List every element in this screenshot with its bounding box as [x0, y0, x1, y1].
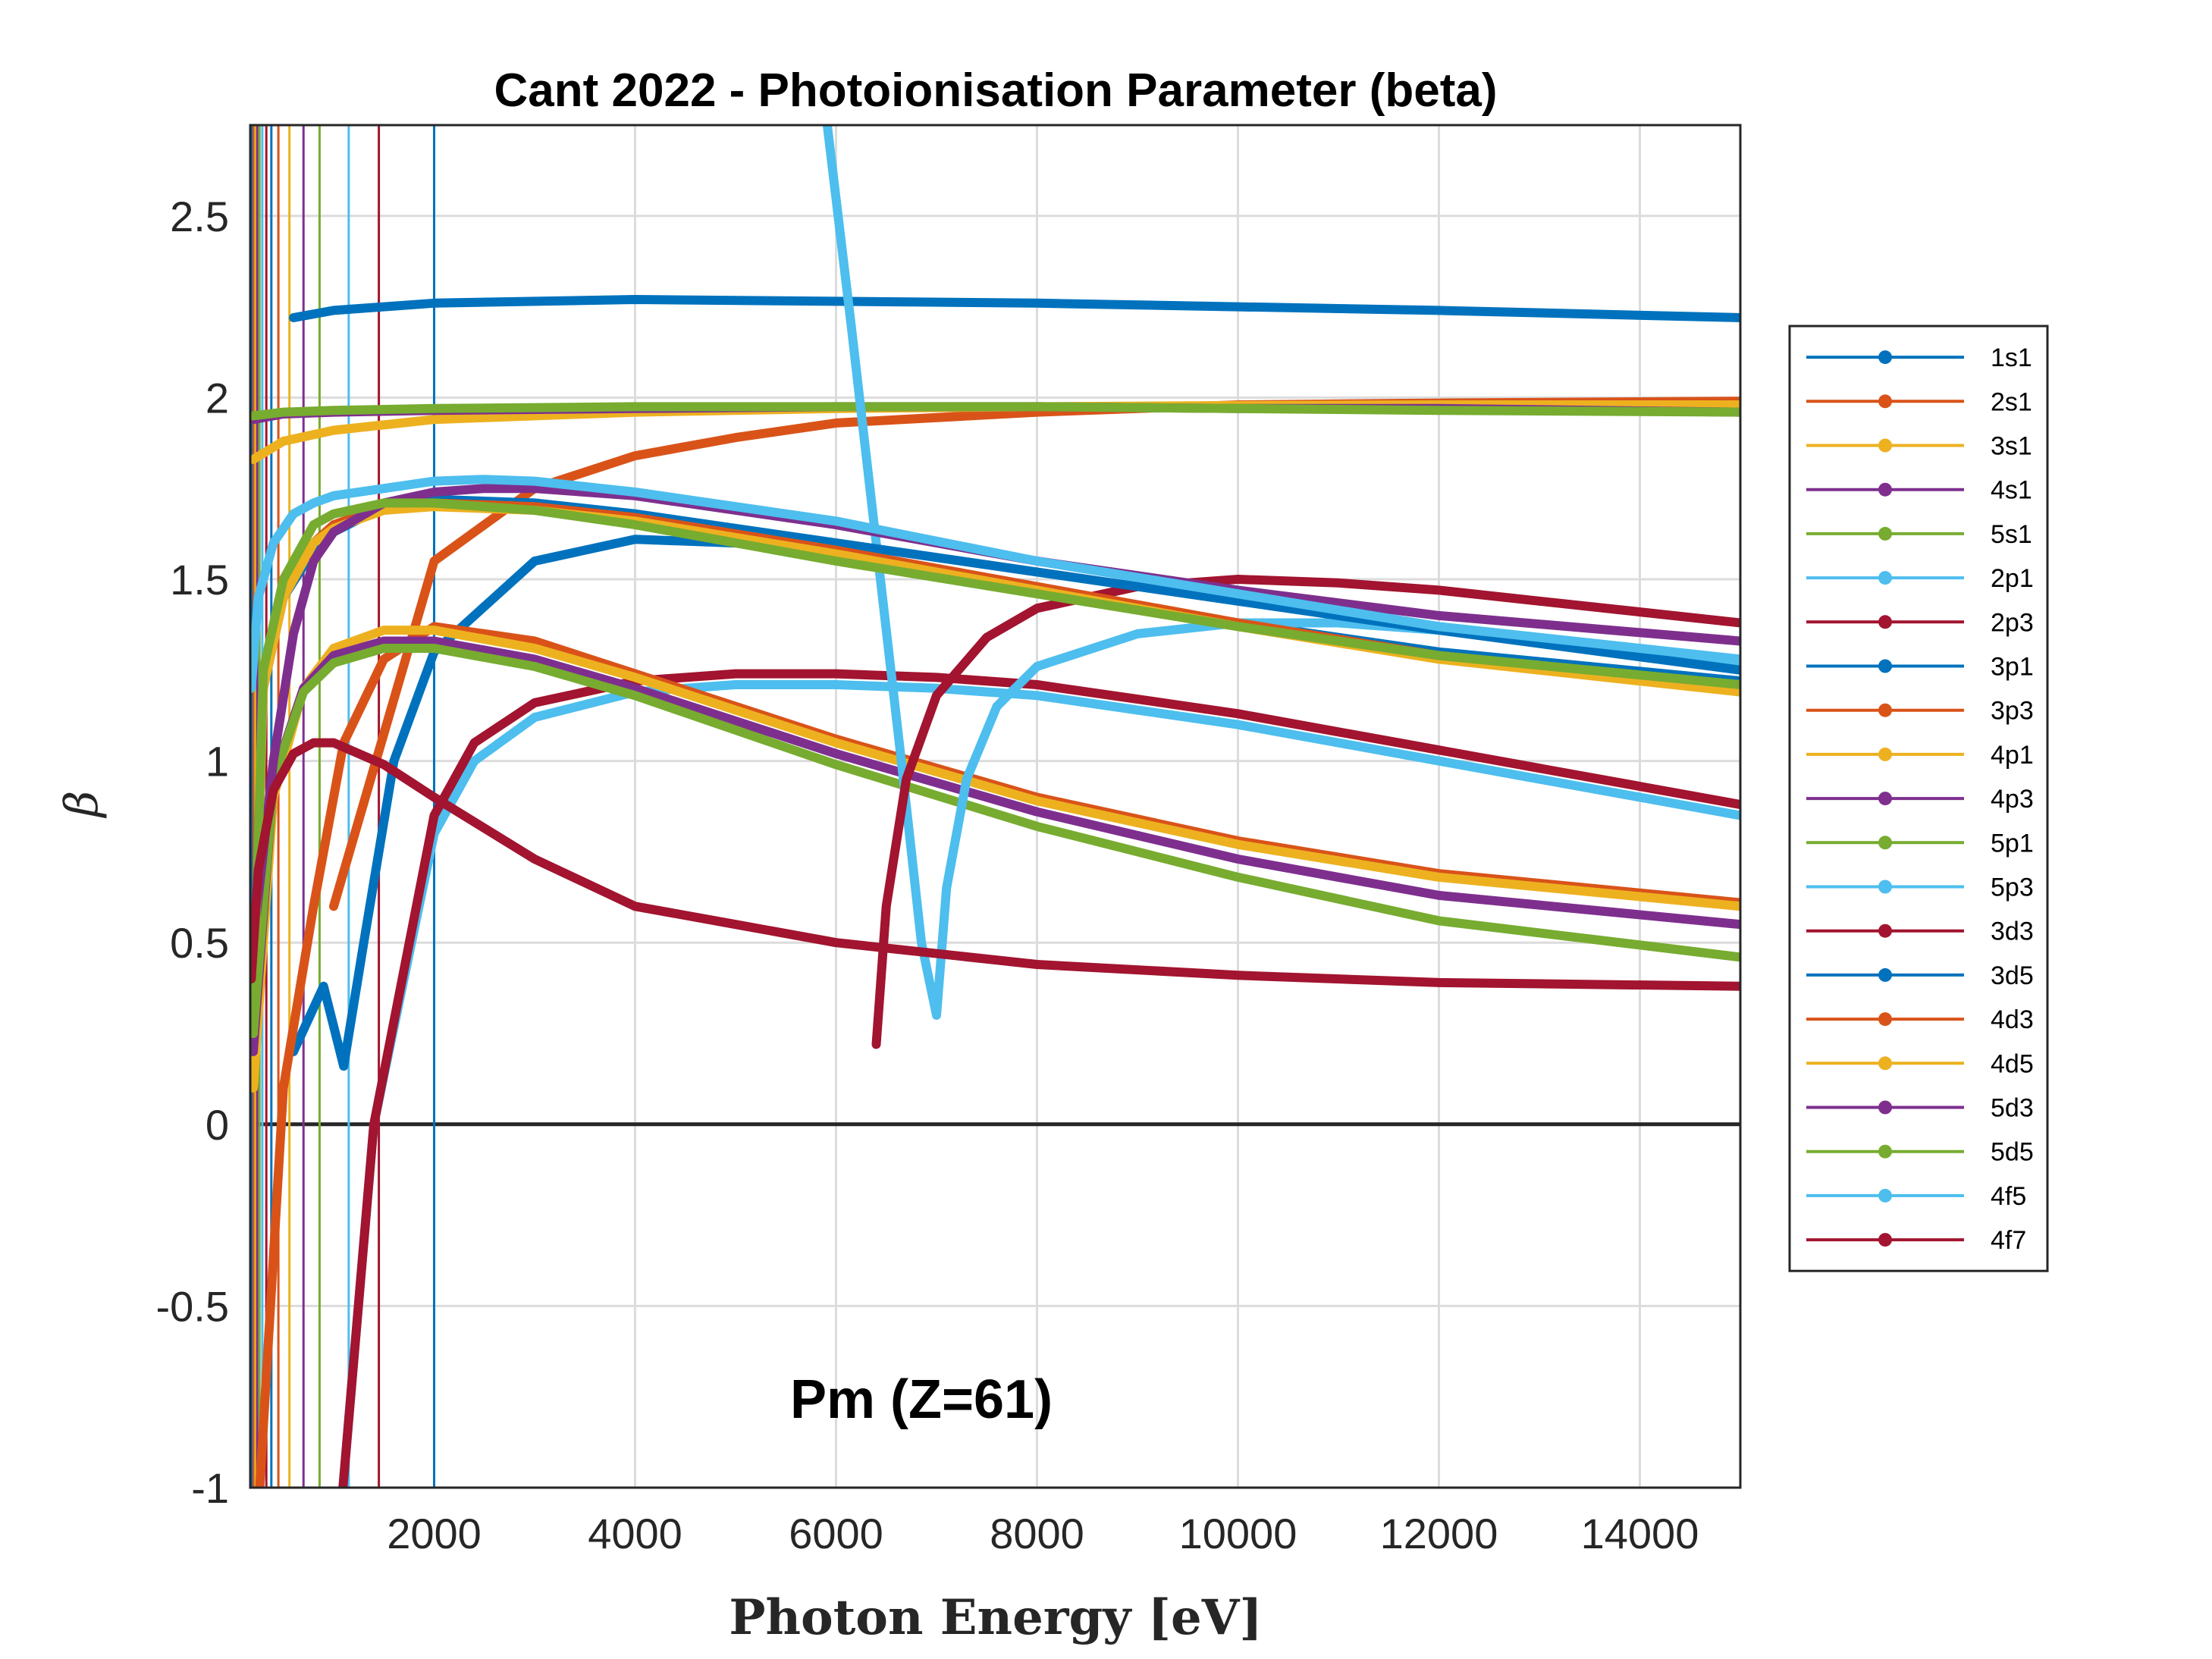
ticks: 2000 4000 6000 8000 10000 12000 14000 -1 -0.5 0 0.…: [156, 193, 1699, 1557]
y-tick-label: 2.5: [170, 193, 229, 240]
element-annotation: Pm (Z=61): [790, 1369, 1053, 1430]
legend-label-5d3: 5d3: [1991, 1094, 2034, 1123]
legend-label-2p3: 2p3: [1991, 608, 2034, 637]
legend-marker-3p1: [1878, 659, 1892, 673]
x-tick-label: 2000: [387, 1510, 482, 1557]
legend-marker-4d5: [1878, 1056, 1892, 1071]
legend-label-4p3: 4p3: [1991, 785, 2034, 814]
legend-marker-3s1: [1878, 438, 1892, 453]
chart-title: Cant 2022 - Photoionisation Parameter (b…: [494, 64, 1498, 117]
legend-marker-5d3: [1878, 1100, 1892, 1115]
series-line-4f5: [250, 475, 1740, 693]
x-tick-label: 6000: [789, 1510, 883, 1557]
y-tick-label: 0: [206, 1101, 229, 1149]
legend-label-5p1: 5p1: [1991, 829, 2034, 858]
legend-marker-1s1: [1878, 350, 1892, 365]
legend-marker-4f7: [1878, 1233, 1892, 1247]
legend-marker-4f5: [1878, 1188, 1892, 1203]
legend-label-4f7: 4f7: [1991, 1226, 2026, 1255]
legend-label-4p1: 4p1: [1991, 741, 2034, 770]
plot-area: [250, 125, 1740, 1488]
legend-label-3p1: 3p1: [1991, 653, 2034, 682]
legend-marker-4s1: [1878, 482, 1892, 497]
legend: 1s1 2s1 3s1 4s1 5s1 2p1 2p3 3p1 3p3 4p1 4p3 5p1 5p3 3…: [1788, 325, 2049, 1272]
legend-marker-5d5: [1878, 1144, 1892, 1159]
legend-label-3s1: 3s1: [1991, 432, 2032, 461]
series-line-5p1: [250, 644, 1740, 1038]
legend-label-4d5: 4d5: [1991, 1049, 2034, 1078]
legend-marker-4p1: [1878, 747, 1892, 761]
legend-marker-2p3: [1878, 615, 1892, 629]
legend-marker-5p3: [1878, 880, 1892, 894]
y-tick-label: 1: [206, 738, 229, 786]
y-axis-label: β: [55, 791, 108, 819]
x-axis-label: Photon Energy [eV]: [729, 1589, 1262, 1646]
y-tick-label: 2: [206, 374, 229, 422]
legend-marker-2p1: [1878, 571, 1892, 585]
legend-marker-5p1: [1878, 836, 1892, 850]
series-line-2p1: [338, 680, 1740, 1488]
legend-marker-5s1: [1878, 526, 1892, 541]
y-tick-label: -1: [191, 1464, 229, 1512]
y-tick-label: -0.5: [156, 1282, 230, 1330]
legend-marker-4p3: [1878, 792, 1892, 806]
series-line-5d5: [250, 498, 1740, 1020]
legend-marker-3d3: [1878, 924, 1892, 938]
x-tick-label: 8000: [990, 1510, 1084, 1557]
series-line-4f7: [250, 738, 1740, 991]
legend-label-3p3: 3p3: [1991, 697, 2034, 726]
legend-label-1s1: 1s1: [1991, 343, 2032, 372]
series-line-5s1: [250, 402, 1740, 421]
legend-label-3d5: 3d5: [1991, 961, 2034, 990]
y-tick-label: 1.5: [170, 556, 229, 604]
legend-marker-4d3: [1878, 1012, 1892, 1027]
legend-marker-3d5: [1878, 967, 1892, 982]
series-line-1s1: [289, 295, 1740, 322]
legend-label-5s1: 5s1: [1991, 520, 2032, 549]
legend-label-2p1: 2p1: [1991, 564, 2034, 593]
legend-marker-2s1: [1878, 394, 1892, 409]
y-tick-label: 0.5: [170, 919, 229, 967]
legend-label-5d5: 5d5: [1991, 1138, 2034, 1167]
legend-label-5p3: 5p3: [1991, 873, 2034, 902]
x-tick-label: 12000: [1380, 1510, 1498, 1557]
legend-label-4d3: 4d3: [1991, 1005, 2034, 1034]
legend-label-2s1: 2s1: [1991, 387, 2032, 416]
legend-label-3d3: 3d3: [1991, 917, 2034, 946]
axes-box: [249, 124, 1742, 1489]
x-tick-label: 14000: [1581, 1510, 1699, 1557]
legend-marker-3p3: [1878, 703, 1892, 717]
x-tick-label: 4000: [588, 1510, 682, 1557]
legend-label-4f5: 4f5: [1991, 1182, 2026, 1211]
series-line-2p3: [338, 669, 1740, 1488]
x-tick-label: 10000: [1179, 1510, 1297, 1557]
legend-label-4s1: 4s1: [1991, 476, 2032, 505]
